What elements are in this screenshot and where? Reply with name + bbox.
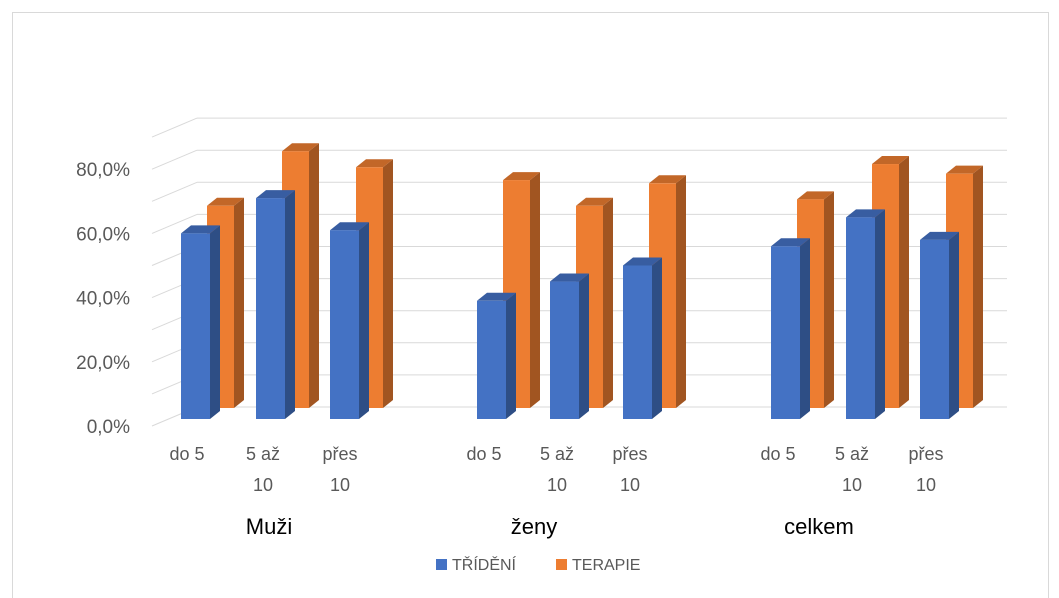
y-tick-label: 40,0% <box>76 289 130 310</box>
bar-trideni-top <box>846 209 885 218</box>
x-category-label: přes <box>612 444 647 464</box>
x-group-label: ženy <box>511 514 557 539</box>
bar-trideni <box>477 292 516 419</box>
bar-trideni-side <box>506 292 516 419</box>
bar-trideni-side <box>579 273 589 419</box>
bar-trideni-front <box>330 230 359 419</box>
x-group-label: Muži <box>246 514 292 539</box>
x-group-label: celkem <box>784 514 854 539</box>
y-tick-label: 60,0% <box>76 224 130 245</box>
bar-trideni-side <box>652 257 662 419</box>
legend-label-trideni: TŘÍDĚNÍ <box>452 555 517 574</box>
bar-trideni-front <box>846 217 875 419</box>
bar-terapie-side <box>603 197 613 408</box>
bar-terapie-side <box>676 175 686 408</box>
x-category-label: 10 <box>330 475 350 495</box>
x-category-label: 5 až <box>835 444 869 464</box>
bar-trideni-front <box>550 281 579 419</box>
bar-trideni <box>920 231 959 419</box>
bar-terapie-side <box>309 143 319 408</box>
bar-trideni-front <box>477 300 506 419</box>
bar-trideni-front <box>623 265 652 419</box>
y-tick-label: 20,0% <box>76 353 130 374</box>
bar-trideni-front <box>771 246 800 419</box>
bar-trideni-top <box>623 257 662 266</box>
bar-trideni <box>181 225 220 419</box>
trideni-bars <box>181 190 959 419</box>
x-category-label: do 5 <box>169 444 204 464</box>
bar-terapie-top <box>282 143 319 152</box>
bar-trideni-side <box>210 225 220 419</box>
bar-trideni-side <box>285 190 295 419</box>
y-tick-label: 80,0% <box>76 160 130 181</box>
x-category-label: 10 <box>916 475 936 495</box>
bar-trideni-top <box>181 225 220 234</box>
x-category-label: 10 <box>253 475 273 495</box>
bar-terapie-top <box>872 156 909 165</box>
x-axis-categories: do 5 5 až 10 přes 10 do 5 5 až 10 přes 10 do 5 5 až… <box>169 444 943 495</box>
bar-trideni-front <box>181 233 210 419</box>
gridline-side <box>151 149 198 170</box>
bar-trideni-top <box>771 238 810 247</box>
bar-terapie-top <box>946 165 983 174</box>
legend: TŘÍDĚNÍ TERAPIE <box>436 555 640 574</box>
x-category-label: přes <box>322 444 357 464</box>
x-category-label: 10 <box>620 475 640 495</box>
legend-swatch-terapie <box>556 559 567 570</box>
bar-trideni <box>330 222 369 419</box>
bar-trideni-side <box>359 222 369 419</box>
bar-terapie-top <box>797 191 834 200</box>
bar-terapie-side <box>973 165 983 408</box>
bar-terapie-side <box>824 191 834 408</box>
bar-trideni-top <box>330 222 369 231</box>
x-category-label: přes <box>908 444 943 464</box>
legend-label-terapie: TERAPIE <box>572 557 640 574</box>
bar-terapie-side <box>530 172 540 408</box>
bar-terapie-side <box>383 159 393 408</box>
bar-trideni-side <box>800 238 810 419</box>
bar-trideni-side <box>949 231 959 419</box>
bar-trideni-top <box>477 292 516 301</box>
bar-terapie-top <box>503 172 540 181</box>
x-category-label: 5 až <box>540 444 574 464</box>
gridline-side <box>151 117 198 138</box>
bar-terapie-top <box>576 197 613 206</box>
bar-terapie-top <box>207 197 244 206</box>
bar-trideni-side <box>875 209 885 419</box>
bar-trideni-top <box>256 190 295 199</box>
x-category-label: do 5 <box>466 444 501 464</box>
bar-trideni-top <box>920 231 959 240</box>
legend-swatch-trideni <box>436 559 447 570</box>
bar-trideni <box>256 190 295 419</box>
bar-trideni <box>846 209 885 419</box>
x-category-label: 10 <box>547 475 567 495</box>
y-axis-ticks: 0,0% 20,0% 40,0% 60,0% 80,0% <box>76 160 130 438</box>
y-tick-label: 0,0% <box>87 417 130 438</box>
gridline-side <box>151 181 198 202</box>
bar-trideni-top <box>550 273 589 282</box>
bar-trideni <box>623 257 662 419</box>
bar-trideni-front <box>256 198 285 419</box>
x-axis-groups: Muži ženy celkem <box>246 514 854 539</box>
bar-trideni <box>550 273 589 419</box>
bar-terapie-side <box>234 197 244 408</box>
bar-trideni-front <box>920 239 949 419</box>
x-category-label: 5 až <box>246 444 280 464</box>
bar-terapie-top <box>649 175 686 184</box>
bar-terapie-side <box>899 156 909 408</box>
x-category-label: 10 <box>842 475 862 495</box>
bar-terapie-top <box>356 159 393 168</box>
x-category-label: do 5 <box>760 444 795 464</box>
gridline-side <box>151 213 198 234</box>
bar-trideni <box>771 238 810 419</box>
